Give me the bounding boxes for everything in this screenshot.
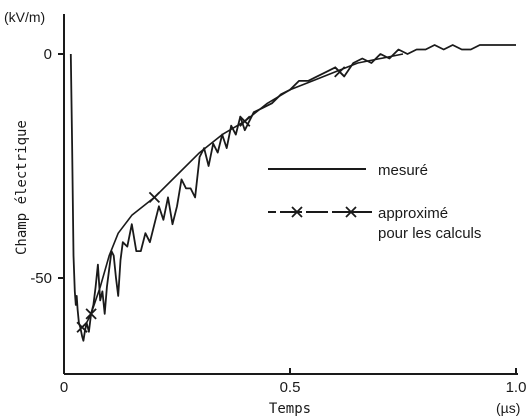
y-tick-label: -50 — [30, 270, 52, 287]
x-tick-label: 1.0 — [506, 379, 527, 396]
y-tick-label: 0 — [44, 46, 52, 63]
legend-label-approx-line2: pour les calculs — [378, 225, 481, 242]
series-line-measured — [71, 45, 516, 341]
x-ticks: 0 0.5 1.0 — [60, 368, 527, 396]
legend-label-approx-line1: approximé — [378, 205, 448, 222]
y-axis-title: Champ électrique — [14, 120, 30, 255]
y-ticks: 0 -50 — [30, 46, 64, 287]
x-axis-title: Temps — [269, 401, 311, 417]
x-tick-label: 0.5 — [280, 379, 301, 396]
legend: mesuré approximé pour les calculs — [268, 162, 481, 242]
series-line-approximated — [82, 54, 403, 327]
y-unit-label: (kV/m) — [4, 9, 45, 25]
series-marker-x — [149, 192, 159, 202]
legend-label-measured: mesuré — [378, 162, 428, 179]
plot-area — [71, 45, 516, 341]
x-unit-label: (µs) — [496, 400, 520, 416]
x-tick-label: 0 — [60, 379, 68, 396]
